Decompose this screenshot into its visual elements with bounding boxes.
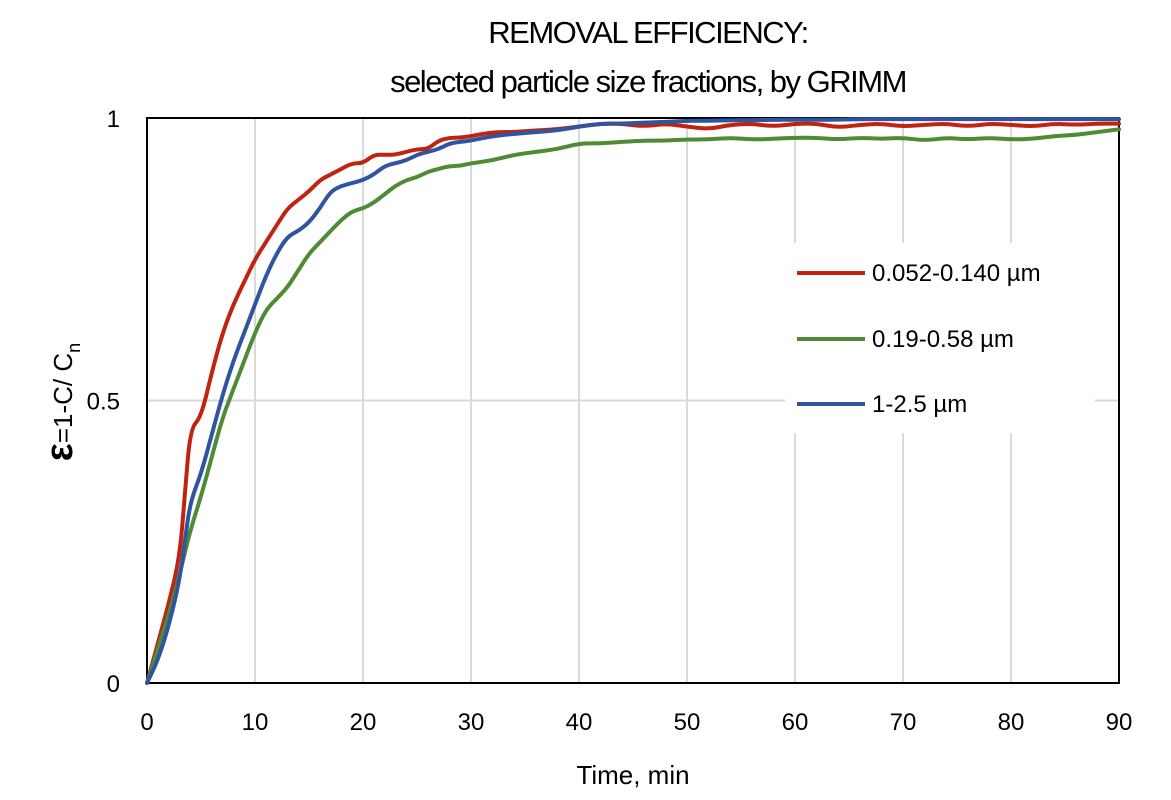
y-tick-label: 0.5 (87, 389, 120, 416)
chart-subtitle: selected particle size fractions, by GRI… (390, 64, 906, 99)
x-tick-label: 80 (998, 709, 1025, 736)
legend: 0.052-0.140 µm 0.19-0.58 µm 1-2.5 µm (797, 260, 1041, 418)
x-tick-label: 40 (566, 709, 593, 736)
y-tick-label: 1 (107, 106, 120, 133)
x-tick-label: 0 (140, 709, 153, 736)
y-axis-label-subscript: n (64, 343, 84, 353)
x-tick-label: 20 (350, 709, 377, 736)
y-axis-label: ε=1-C/ Cn (39, 343, 84, 461)
x-tick-label: 10 (242, 709, 269, 736)
legend-label-3: 1-2.5 µm (872, 391, 967, 418)
series-line-2 (145, 127, 1121, 685)
x-tick-labels: 0 10 20 30 40 50 60 70 80 90 (140, 709, 1132, 736)
x-tick-label: 50 (674, 709, 701, 736)
x-tick-label: 60 (782, 709, 809, 736)
legend-label-2: 0.19-0.58 µm (872, 326, 1014, 353)
x-tick-label: 30 (458, 709, 485, 736)
x-axis-label: Time, min (576, 760, 689, 790)
svg-text:ε=1-C/ Cn: ε=1-C/ Cn (39, 343, 84, 461)
y-axis-label-text: =1-C/ C (48, 353, 78, 443)
legend-label-1: 0.052-0.140 µm (872, 260, 1041, 287)
x-tick-label: 70 (890, 709, 917, 736)
x-tick-label: 90 (1106, 709, 1133, 736)
y-tick-labels: 00.51 (87, 106, 120, 698)
y-tick-label: 0 (107, 671, 120, 698)
y-axis-label-symbol: ε (39, 443, 81, 461)
series-line-1 (145, 121, 1121, 685)
plot-area-border (146, 117, 1120, 684)
series-lines (145, 117, 1121, 685)
chart-title: REMOVAL EFFICIENCY: (488, 15, 807, 50)
series-line-3 (145, 117, 1121, 685)
